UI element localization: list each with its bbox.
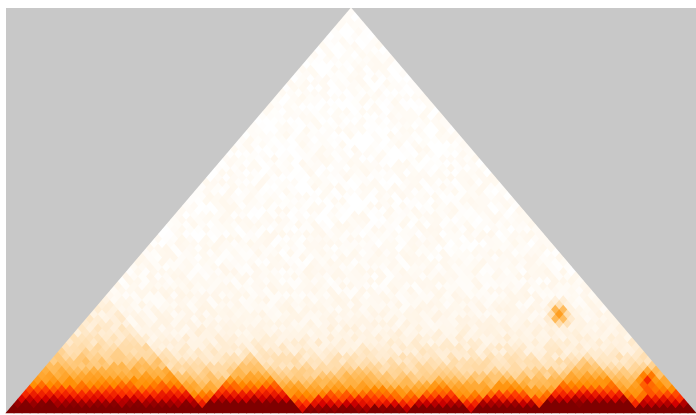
heatmap-cells <box>5 7 696 414</box>
